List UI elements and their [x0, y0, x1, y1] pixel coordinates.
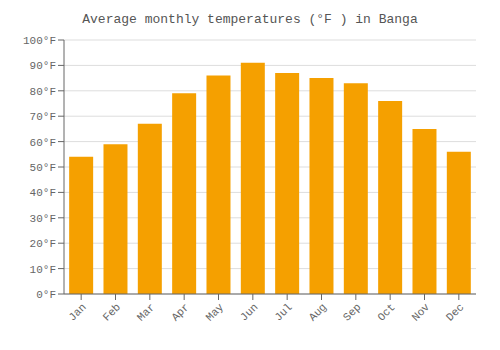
svg-text:Sep: Sep [341, 301, 363, 323]
svg-text:Feb: Feb [101, 301, 123, 323]
svg-text:Jun: Jun [238, 301, 260, 323]
svg-text:70°F: 70°F [30, 111, 56, 123]
svg-text:Aug: Aug [307, 301, 329, 323]
svg-text:60°F: 60°F [30, 137, 56, 149]
svg-text:Nov: Nov [410, 301, 433, 324]
svg-text:100°F: 100°F [23, 35, 56, 47]
svg-text:Dec: Dec [444, 301, 466, 323]
svg-text:50°F: 50°F [30, 162, 56, 174]
svg-text:80°F: 80°F [30, 86, 56, 98]
svg-text:Jul: Jul [272, 301, 294, 323]
svg-text:10°F: 10°F [30, 264, 56, 276]
svg-text:Oct: Oct [375, 301, 397, 323]
svg-text:30°F: 30°F [30, 213, 56, 225]
html-text:Average monthly temperatures (: Average monthly temperatures (°F ) in Ba… [82, 12, 418, 27]
svg-text:May: May [204, 301, 227, 324]
svg-text:Apr: Apr [169, 301, 191, 323]
svg-text:Mar: Mar [135, 301, 157, 323]
svg-text:20°F: 20°F [30, 238, 56, 250]
svg-text:40°F: 40°F [30, 187, 56, 199]
svg-text:Jan: Jan [66, 301, 88, 323]
svg-text:0°F: 0°F [36, 289, 56, 301]
svg-text:90°F: 90°F [30, 60, 56, 72]
